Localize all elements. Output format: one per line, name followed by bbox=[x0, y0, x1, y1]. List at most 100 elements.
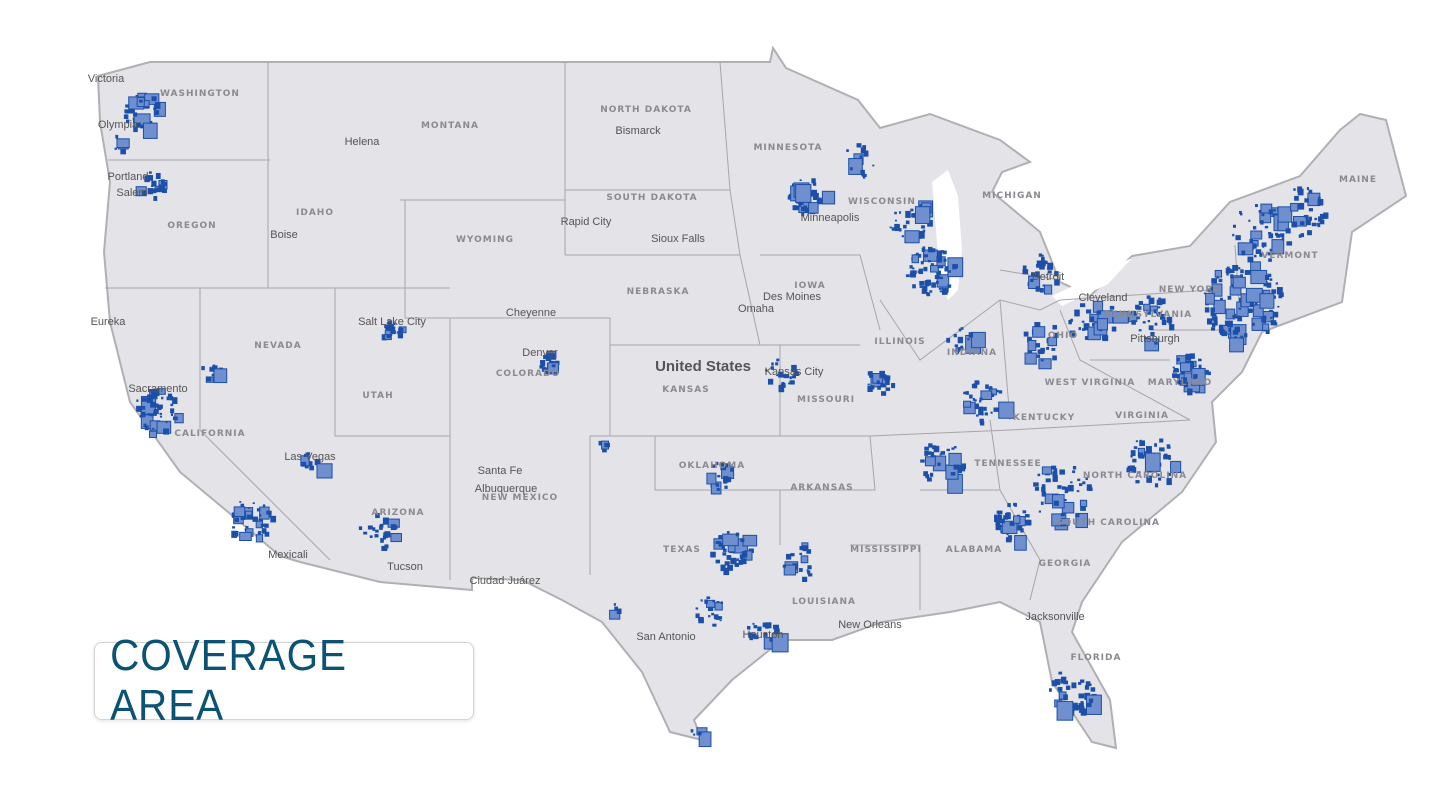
state-label: WISCONSIN bbox=[848, 197, 916, 207]
coverage-area bbox=[1261, 213, 1265, 217]
city-label: Cheyenne bbox=[506, 307, 556, 319]
coverage-area bbox=[154, 102, 161, 109]
coverage-area bbox=[233, 506, 246, 518]
coverage-area bbox=[159, 412, 162, 415]
coverage-area bbox=[1229, 337, 1244, 353]
coverage-area bbox=[1270, 320, 1277, 326]
coverage-area bbox=[1232, 329, 1239, 335]
coverage-area bbox=[710, 551, 716, 558]
coverage-area bbox=[1175, 369, 1179, 373]
coverage-area bbox=[1138, 329, 1142, 332]
coverage-area bbox=[1000, 518, 1005, 524]
city-label: Boise bbox=[270, 229, 298, 241]
city-label: Kansas City bbox=[765, 366, 824, 378]
coverage-area bbox=[956, 466, 963, 474]
coverage-area bbox=[980, 421, 985, 426]
coverage-area bbox=[958, 328, 962, 332]
coverage-area bbox=[125, 119, 130, 124]
coverage-area bbox=[135, 122, 141, 127]
coverage-area bbox=[1168, 322, 1172, 325]
city-label: Helena bbox=[345, 136, 381, 148]
coverage-area bbox=[751, 633, 755, 638]
coverage-area bbox=[752, 622, 755, 625]
coverage-area bbox=[1024, 514, 1030, 518]
coverage-area bbox=[783, 374, 790, 379]
coverage-area bbox=[137, 408, 143, 412]
coverage-area bbox=[1041, 466, 1053, 475]
coverage-area bbox=[1143, 451, 1147, 454]
coverage-area bbox=[1080, 506, 1086, 511]
coverage-area bbox=[946, 448, 950, 452]
coverage-area bbox=[782, 564, 787, 568]
coverage-area bbox=[1003, 515, 1009, 520]
coverage-area bbox=[1061, 486, 1066, 490]
coverage-area bbox=[1229, 269, 1235, 274]
coverage-area bbox=[151, 180, 157, 187]
coverage-area bbox=[1198, 358, 1202, 362]
state-label: KENTUCKY bbox=[1013, 413, 1075, 423]
state-label: ALABAMA bbox=[946, 545, 1002, 555]
coverage-area bbox=[1259, 293, 1275, 309]
coverage-area bbox=[934, 275, 940, 280]
coverage-area bbox=[1244, 270, 1251, 275]
coverage-area bbox=[936, 274, 950, 288]
coverage-area bbox=[147, 175, 154, 181]
coverage-area bbox=[930, 263, 934, 266]
city-label: Victoria bbox=[88, 73, 125, 85]
coverage-area bbox=[262, 504, 266, 507]
coverage-area bbox=[707, 606, 714, 612]
coverage-area bbox=[1154, 322, 1158, 326]
coverage-area bbox=[149, 413, 154, 417]
coverage-area bbox=[698, 616, 704, 622]
coverage-area bbox=[965, 391, 969, 395]
coverage-area bbox=[1255, 204, 1258, 208]
coverage-area bbox=[1308, 189, 1313, 194]
coverage-area bbox=[1137, 306, 1142, 310]
coverage-area bbox=[919, 280, 925, 286]
coverage-area bbox=[161, 396, 164, 400]
coverage-area bbox=[209, 367, 215, 372]
coverage-area bbox=[1144, 452, 1161, 472]
coverage-area bbox=[1290, 202, 1299, 212]
coverage-area bbox=[1300, 233, 1305, 238]
coverage-area bbox=[1054, 332, 1059, 338]
coverage-area bbox=[920, 261, 924, 265]
state-label: NEBRASKA bbox=[627, 287, 690, 297]
coverage-area bbox=[947, 284, 952, 288]
coverage-area bbox=[929, 248, 936, 253]
coverage-area bbox=[990, 411, 993, 414]
coverage-area bbox=[1159, 438, 1164, 443]
coverage-area bbox=[721, 545, 725, 550]
coverage-area bbox=[1219, 297, 1223, 302]
coverage-area bbox=[1060, 513, 1065, 517]
coverage-area bbox=[720, 564, 726, 572]
coverage-area bbox=[1244, 333, 1248, 338]
coverage-area bbox=[727, 564, 733, 571]
coverage-area bbox=[957, 336, 964, 344]
coverage-area bbox=[1237, 316, 1243, 322]
coverage-area bbox=[963, 400, 972, 408]
coverage-area bbox=[898, 228, 902, 232]
coverage-area bbox=[1211, 316, 1218, 321]
coverage-area bbox=[1058, 671, 1063, 675]
state-label: NORTH DAKOTA bbox=[600, 105, 692, 115]
coverage-area bbox=[922, 229, 926, 233]
coverage-area bbox=[1077, 478, 1081, 482]
coverage-area bbox=[148, 171, 152, 174]
coverage-area bbox=[978, 406, 984, 412]
coverage-area bbox=[1101, 336, 1107, 340]
coverage-area bbox=[740, 538, 745, 543]
state-label: WASHINGTON bbox=[160, 89, 240, 99]
city-label: Bismarck bbox=[615, 125, 661, 137]
coverage-area bbox=[1273, 295, 1276, 299]
coverage-area bbox=[1017, 525, 1023, 531]
coverage-area bbox=[711, 612, 715, 616]
coverage-area bbox=[1080, 679, 1085, 683]
coverage-area bbox=[1148, 325, 1154, 331]
coverage-area bbox=[1271, 289, 1277, 294]
coverage-area bbox=[264, 523, 269, 528]
coverage-area bbox=[1052, 475, 1058, 482]
coverage-area bbox=[147, 106, 150, 109]
coverage-area bbox=[1145, 446, 1152, 454]
